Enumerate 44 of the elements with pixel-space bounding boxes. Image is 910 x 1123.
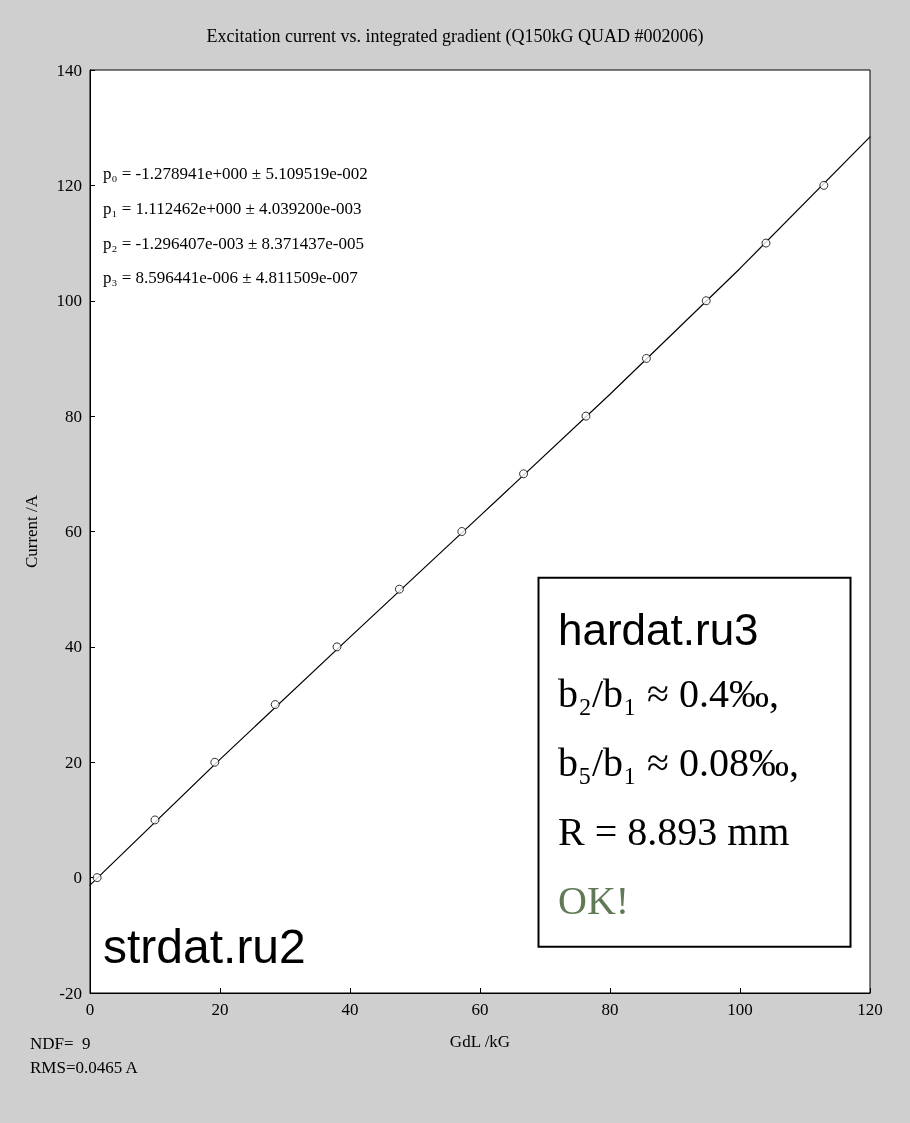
point	[701, 296, 711, 306]
y-tick-label: 60	[65, 522, 82, 541]
x-tick-label: 0	[85, 1000, 95, 1019]
point	[761, 238, 771, 248]
annotation: b₂/b₁ ≈ 0.4‰,	[558, 670, 779, 716]
x-tick-label: 100	[727, 1000, 753, 1019]
annotation: OK!	[558, 878, 630, 924]
y-tick-label: 140	[56, 60, 82, 80]
y-tick-label: 0	[73, 868, 82, 888]
text: RMS=0.0465 A	[30, 1057, 139, 1077]
chart-title: Excitation current vs. integrated gradient (Q150kG QUAD #002006)	[206, 26, 704, 47]
x-tick-label: 80	[601, 1000, 619, 1019]
point	[332, 642, 342, 652]
point	[819, 180, 829, 190]
annotation: p₂ = -1.296407e-003 ± 8.371437e-005	[103, 233, 364, 253]
y-tick-label: 100	[56, 291, 82, 311]
y-tick-label: 120	[56, 175, 82, 195]
annotation: b₅/b₁ ≈ 0.08‰,	[558, 739, 799, 785]
x-tick-label: 20	[211, 1000, 229, 1019]
point	[581, 411, 591, 421]
y-tick-label: 20	[65, 752, 82, 772]
x-tick-label: 120	[857, 1000, 883, 1019]
point	[394, 584, 404, 594]
point	[210, 757, 220, 767]
x-tick-label: 40	[341, 1000, 359, 1019]
y-axis-title: Current /A	[22, 494, 41, 569]
annotation: strdat.ru2	[103, 920, 306, 974]
point	[457, 527, 467, 536]
y-tick-label: -20	[59, 983, 82, 1003]
annotation: p₀ = -1.278941e+000 ± 5.109519e-002	[103, 164, 368, 184]
annotation: p₁ = 1.112462e+000 ± 4.039200e-003	[103, 198, 362, 218]
x-axis-title: GdL /kG	[449, 1032, 511, 1051]
point	[519, 469, 529, 479]
x-tick-label: 60	[471, 1000, 489, 1019]
y-tick-label: 80	[65, 406, 82, 426]
text: NDF= 9	[30, 1033, 91, 1053]
y-tick-label: 40	[65, 637, 82, 657]
point	[92, 873, 102, 883]
point	[641, 353, 651, 363]
annotation: R = 8.893 mm	[558, 808, 790, 854]
point	[270, 700, 280, 710]
point	[150, 815, 160, 825]
annotation: p₃ = 8.596441e-006 ± 4.811509e-007	[103, 268, 359, 288]
annotation: hardat.ru3	[558, 605, 759, 655]
